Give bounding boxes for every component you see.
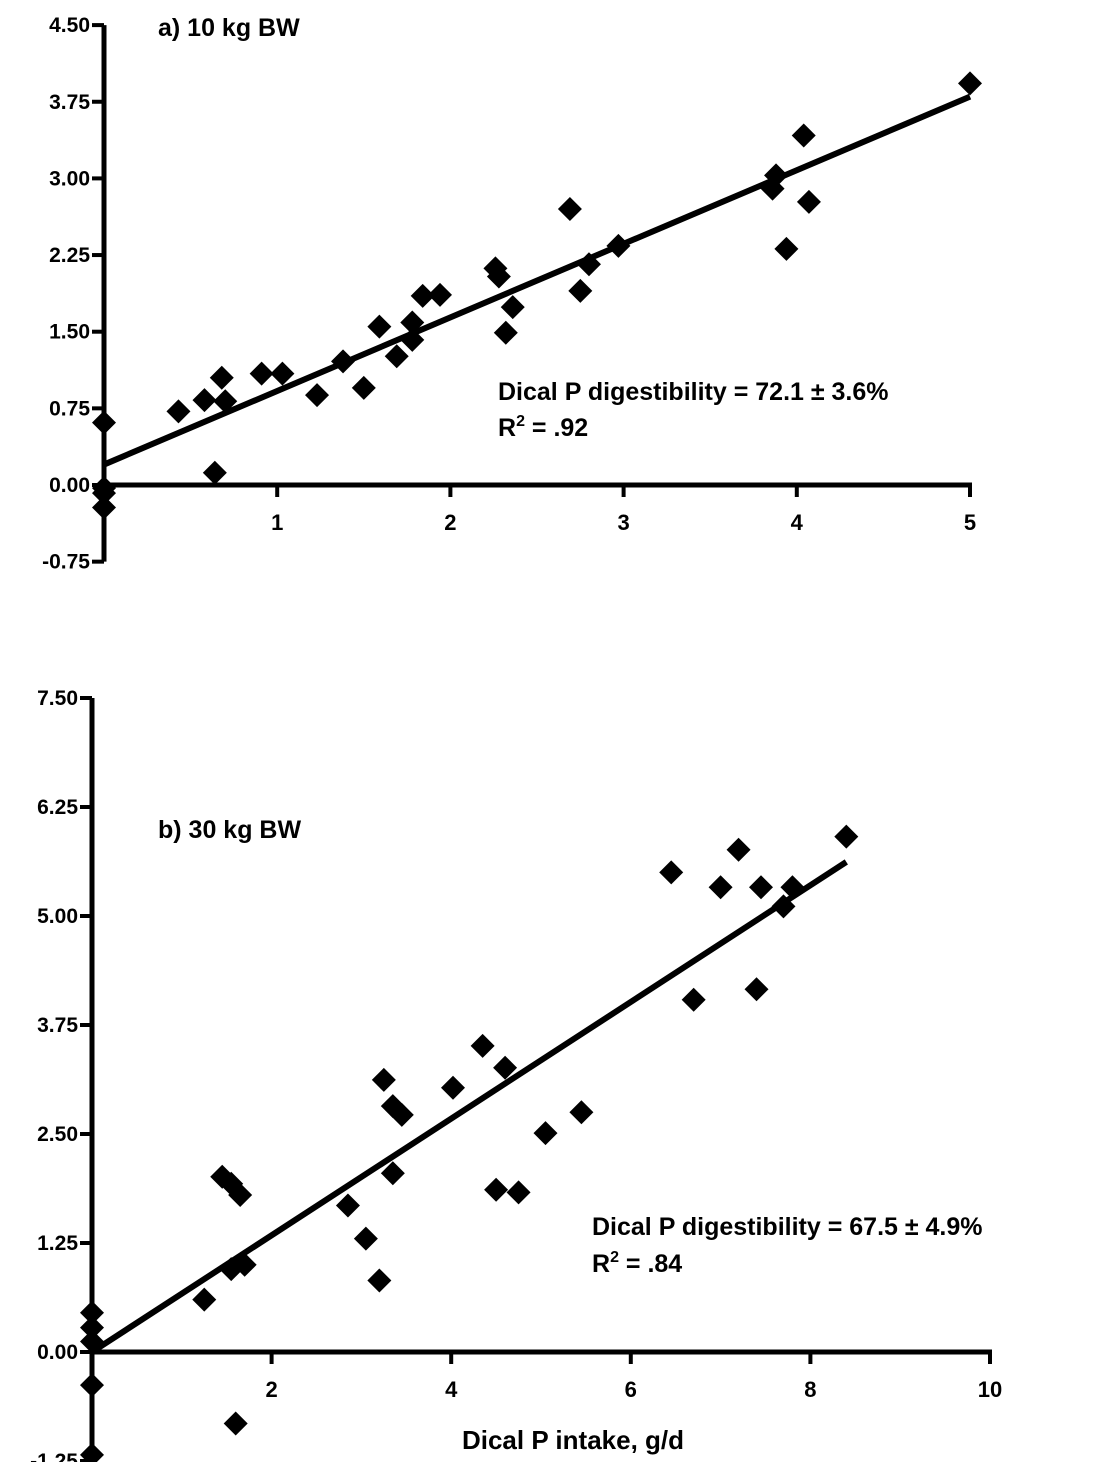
data-point xyxy=(367,314,392,339)
data-point xyxy=(557,197,582,222)
x-tick-label: 8 xyxy=(804,1377,816,1402)
x-tick-label: 10 xyxy=(978,1377,1002,1402)
x-tick-label: 2 xyxy=(265,1377,277,1402)
y-tick-label: 2.50 xyxy=(37,1123,78,1146)
data-point xyxy=(506,1180,531,1205)
panel-b-r2-base: R xyxy=(592,1250,610,1278)
data-point xyxy=(202,460,227,485)
y-tick-label: -1.25 xyxy=(30,1450,78,1462)
panel-a-regression-line xyxy=(102,93,972,468)
y-tick-label: -0.75 xyxy=(42,551,90,574)
data-point xyxy=(228,1183,253,1208)
panel-b-regression-line xyxy=(90,859,848,1355)
data-point xyxy=(493,320,518,345)
data-point xyxy=(192,1287,217,1312)
y-tick-label: 0.75 xyxy=(49,397,90,420)
data-point xyxy=(213,389,238,414)
data-point xyxy=(249,361,274,386)
panel-a-annotation-r2: R2 = .92 xyxy=(498,413,588,442)
data-point xyxy=(834,824,859,849)
data-point xyxy=(569,1100,594,1125)
y-tick-label: 5.00 xyxy=(37,905,78,928)
x-tick-label: 1 xyxy=(271,510,283,535)
data-point xyxy=(440,1075,465,1100)
data-point xyxy=(659,860,684,885)
y-tick-label: 1.25 xyxy=(37,1232,78,1255)
data-point xyxy=(384,344,409,369)
y-tick-label: 1.50 xyxy=(49,321,90,344)
data-point xyxy=(484,1177,509,1202)
data-point xyxy=(796,189,821,214)
y-tick-label: 7.50 xyxy=(37,687,78,710)
data-point xyxy=(500,295,525,320)
data-point xyxy=(470,1033,495,1058)
panel-a-title: a) 10 kg BW xyxy=(158,14,300,42)
panel-b-annotation-r2: R2 = .84 xyxy=(592,1249,682,1278)
panel-a: a) 10 kg BW 4.50 3.75 3.00 2.25 1.50 0.75 0.00… xyxy=(42,14,982,574)
panel-a-annotation-line1: Dical P digestibility = 72.1 ± 3.6% xyxy=(498,378,889,406)
data-point xyxy=(380,1161,405,1186)
panel-b-r2-sup: 2 xyxy=(610,1249,619,1266)
data-point xyxy=(749,875,774,900)
data-point xyxy=(533,1121,558,1146)
panel-b-r2-value: = .84 xyxy=(619,1250,682,1278)
data-point xyxy=(166,399,191,424)
panel-a-r2-value: = .92 xyxy=(525,414,588,442)
data-point xyxy=(681,987,706,1012)
x-tick-label: 5 xyxy=(964,510,976,535)
data-point xyxy=(389,1102,414,1127)
panel-a-r2-base: R xyxy=(498,414,516,442)
x-tick-label: 4 xyxy=(791,510,804,535)
panel-a-r2-sup: 2 xyxy=(516,413,525,430)
data-point xyxy=(353,1226,378,1251)
x-tick-label: 6 xyxy=(625,1377,637,1402)
panel-b-x-axis-title: Dical P intake, g/d xyxy=(462,1425,684,1455)
data-point xyxy=(209,365,234,390)
x-tick-label: 4 xyxy=(445,1377,458,1402)
data-point xyxy=(335,1193,360,1218)
data-point xyxy=(367,1268,392,1293)
y-tick-label: 2.25 xyxy=(49,244,90,267)
data-point xyxy=(708,875,733,900)
data-point xyxy=(493,1055,518,1080)
y-tick-label: 3.75 xyxy=(37,1014,78,1037)
data-point xyxy=(576,252,601,277)
y-tick-label: 4.50 xyxy=(49,14,90,37)
data-point xyxy=(192,388,217,413)
y-tick-label: 6.25 xyxy=(37,796,78,819)
panel-b-title: b) 30 kg BW xyxy=(158,816,301,844)
data-point xyxy=(371,1067,396,1092)
panel-b: b) 30 kg BW 7.50 6.25 5.00 3.75 2.50 1.25 0.00… xyxy=(30,687,1002,1462)
x-tick-label: 3 xyxy=(617,510,629,535)
data-point xyxy=(351,375,376,400)
x-tick-label: 2 xyxy=(444,510,456,535)
y-tick-label: 0.00 xyxy=(37,1341,78,1364)
data-point xyxy=(568,278,593,303)
data-point xyxy=(428,282,453,307)
panel-b-annotation-line1: Dical P digestibility = 67.5 ± 4.9% xyxy=(592,1213,983,1241)
data-point xyxy=(223,1411,248,1436)
y-tick-label: 0.00 xyxy=(49,474,90,497)
data-point xyxy=(486,264,511,289)
data-point xyxy=(270,361,295,386)
data-point xyxy=(305,383,330,408)
y-tick-label: 3.75 xyxy=(49,91,90,114)
data-point xyxy=(791,123,816,148)
data-point xyxy=(774,236,799,261)
data-point xyxy=(958,71,982,96)
data-point xyxy=(410,283,435,308)
data-point xyxy=(744,977,769,1002)
y-tick-label: 3.00 xyxy=(49,167,90,190)
data-point xyxy=(726,837,751,862)
